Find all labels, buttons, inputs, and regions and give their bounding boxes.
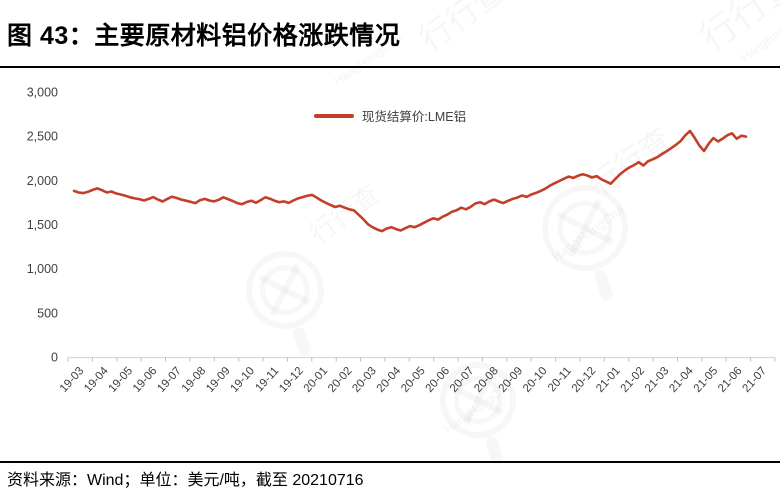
- x-axis-label: 20-08: [472, 365, 501, 395]
- x-axis-label: 19-06: [131, 365, 160, 395]
- x-axis-label: 21-07: [740, 365, 769, 395]
- x-axis-label: 19-12: [277, 365, 306, 395]
- x-axis-label: 19-08: [180, 365, 209, 395]
- x-axis-label: 20-03: [350, 365, 379, 395]
- x-axis-label: 19-04: [82, 365, 111, 395]
- watermark-logo: [440, 362, 516, 465]
- page-title: 图 43：主要原材料铝价格涨跌情况: [7, 22, 401, 50]
- x-axis-label: 19-10: [228, 365, 257, 395]
- x-axis-label: 19-09: [204, 365, 233, 395]
- x-axis-label: 21-05: [692, 365, 721, 395]
- x-axis-label: 20-11: [546, 365, 574, 394]
- chart-legend: 现货结算价:LME铝: [0, 106, 780, 125]
- x-axis-label: 19-03: [58, 365, 87, 395]
- watermark-logo: [542, 185, 628, 301]
- y-axis-label: 3,000: [27, 86, 58, 100]
- x-axis-label: 20-12: [570, 365, 599, 395]
- x-axis-label: 20-06: [424, 365, 453, 395]
- x-axis-label: 21-01: [594, 365, 623, 395]
- x-axis-label: 20-04: [375, 365, 404, 395]
- y-axis-label: 0: [51, 351, 58, 365]
- x-axis-label: 21-04: [667, 365, 696, 395]
- footer-divider: [0, 461, 780, 463]
- watermark-logo: [246, 251, 324, 356]
- x-axis-label: 20-01: [302, 365, 331, 395]
- x-axis-label: 20-05: [399, 365, 428, 395]
- y-axis-label: 2,000: [27, 174, 58, 188]
- x-axis-label: 21-02: [619, 365, 648, 395]
- price-line: [72, 129, 748, 233]
- x-axis-label: 20-09: [497, 365, 526, 395]
- title-divider: [0, 66, 780, 68]
- y-axis-label: 1,500: [27, 218, 58, 232]
- x-axis-label: 21-03: [643, 365, 672, 395]
- x-axis-label: 20-10: [521, 365, 550, 395]
- x-axis-label: 19-05: [107, 365, 136, 395]
- x-axis-label: 19-07: [155, 365, 184, 395]
- x-axis-label: 21-06: [716, 365, 745, 395]
- x-axis-label: 19-11: [253, 365, 281, 394]
- legend-label: 现货结算价:LME铝: [361, 110, 467, 124]
- x-axis-label: 20-02: [326, 365, 355, 395]
- y-axis-label: 500: [37, 306, 58, 320]
- source-note: 资料来源：Wind；单位：美元/吨，截至 20210716: [7, 472, 364, 489]
- y-axis-label: 2,500: [27, 130, 58, 144]
- x-axis-label: 20-07: [448, 365, 477, 395]
- y-axis-label: 1,000: [27, 262, 58, 276]
- legend-line-swatch: [313, 113, 354, 118]
